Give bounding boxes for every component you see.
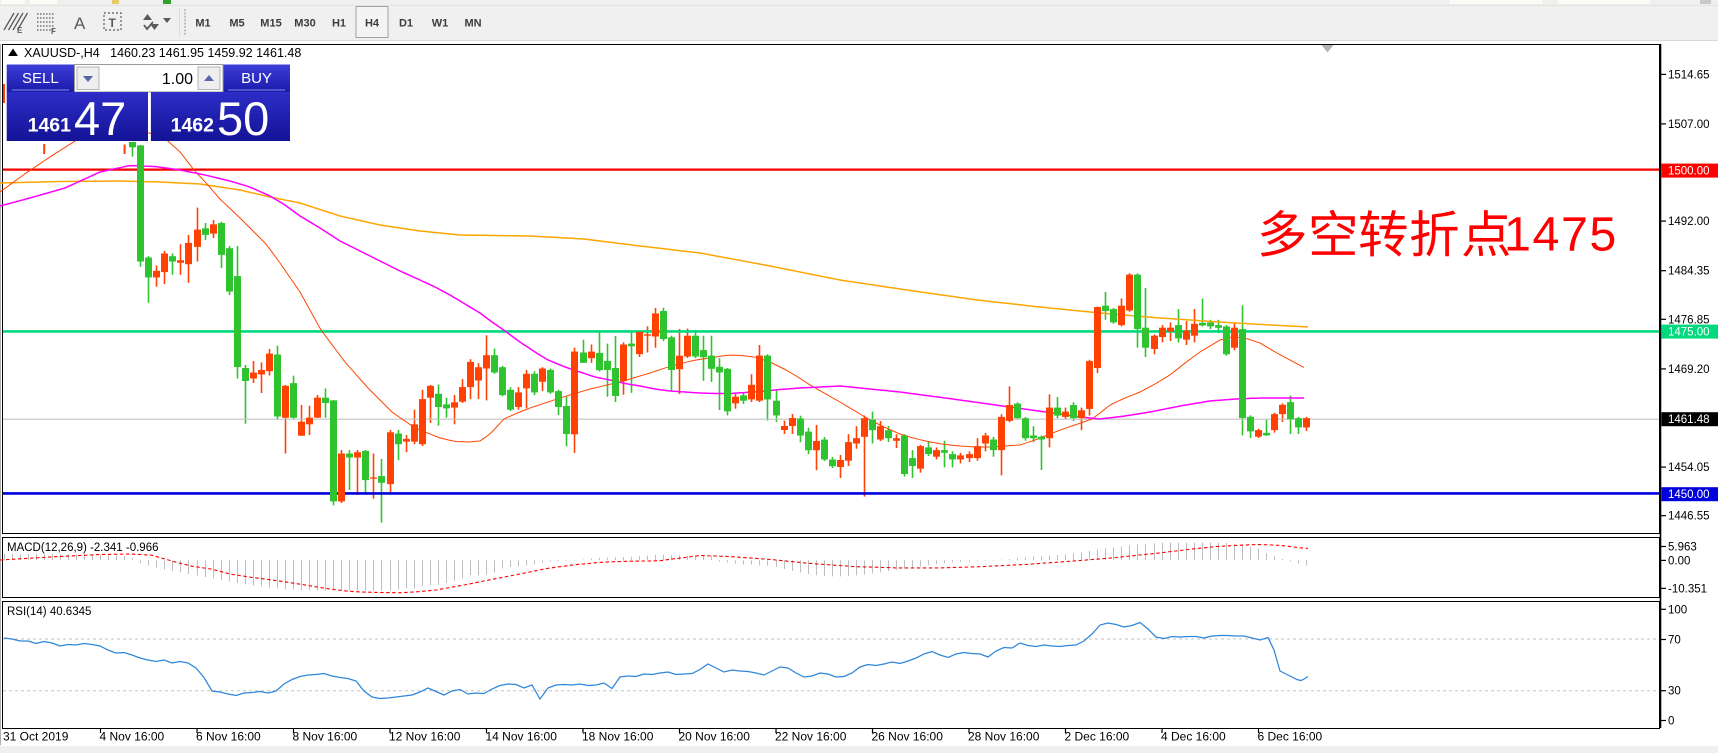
svg-text:1514.65: 1514.65 [1668, 69, 1710, 81]
svg-text:2 Dec 16:00: 2 Dec 16:00 [1065, 730, 1130, 744]
svg-text:RSI(14) 40.6345: RSI(14) 40.6345 [7, 606, 91, 618]
svg-text:14 Nov 16:00: 14 Nov 16:00 [486, 730, 558, 744]
svg-text:0: 0 [1668, 716, 1674, 728]
svg-text:1500.00: 1500.00 [1668, 166, 1710, 178]
svg-text:47: 47 [74, 92, 126, 145]
svg-text:4 Nov 16:00: 4 Nov 16:00 [100, 730, 165, 744]
svg-text:M1: M1 [195, 18, 210, 30]
svg-text:M15: M15 [260, 18, 281, 30]
svg-text:T: T [109, 16, 117, 30]
svg-text:1446.55: 1446.55 [1668, 511, 1710, 523]
svg-text:22 Nov 16:00: 22 Nov 16:00 [775, 730, 847, 744]
svg-text:1461: 1461 [28, 115, 72, 137]
svg-text:MACD(12,26,9) -2.341 -0.966: MACD(12,26,9) -2.341 -0.966 [7, 542, 159, 554]
svg-text:30: 30 [1668, 686, 1681, 698]
svg-text:100: 100 [1668, 604, 1687, 616]
svg-text:E: E [17, 26, 23, 35]
svg-text:5.963: 5.963 [1668, 542, 1697, 554]
svg-text:1475: 1475 [1504, 208, 1618, 262]
svg-text:1450.00: 1450.00 [1668, 489, 1710, 501]
svg-text:D1: D1 [399, 18, 413, 30]
svg-text:BUY: BUY [241, 70, 272, 87]
svg-text:0.00: 0.00 [1668, 555, 1690, 567]
svg-text:A: A [74, 14, 86, 33]
svg-text:H1: H1 [332, 18, 346, 30]
svg-text:28 Nov 16:00: 28 Nov 16:00 [968, 730, 1040, 744]
svg-text:F: F [51, 27, 56, 36]
svg-text:8 Nov 16:00: 8 Nov 16:00 [293, 730, 358, 744]
svg-text:31 Oct 2019: 31 Oct 2019 [3, 730, 69, 744]
svg-text:MN: MN [464, 18, 481, 30]
svg-text:M5: M5 [229, 18, 244, 30]
svg-text:H4: H4 [365, 18, 380, 30]
svg-text:6 Dec 16:00: 6 Dec 16:00 [1258, 730, 1323, 744]
svg-text:1.00: 1.00 [162, 71, 193, 88]
svg-text:20 Nov 16:00: 20 Nov 16:00 [679, 730, 751, 744]
svg-text:1461.48: 1461.48 [1668, 414, 1710, 426]
svg-text:4 Dec 16:00: 4 Dec 16:00 [1161, 730, 1226, 744]
svg-text:50: 50 [217, 92, 269, 145]
svg-text:26 Nov 16:00: 26 Nov 16:00 [872, 730, 944, 744]
svg-text:XAUUSD-,H4 1460.23 1461.95 1: XAUUSD-,H4 1460.23 1461.95 1459.92 1461.… [24, 46, 301, 60]
svg-text:1454.05: 1454.05 [1668, 462, 1710, 474]
svg-text:1462: 1462 [171, 115, 215, 137]
svg-text:M30: M30 [294, 18, 315, 30]
svg-text:-10.351: -10.351 [1668, 583, 1707, 595]
svg-text:SELL: SELL [22, 70, 59, 87]
svg-text:1476.85: 1476.85 [1668, 314, 1710, 326]
svg-text:1475.00: 1475.00 [1668, 327, 1710, 339]
svg-text:6 Nov 16:00: 6 Nov 16:00 [196, 730, 261, 744]
svg-text:1484.35: 1484.35 [1668, 266, 1710, 278]
svg-text:1492.00: 1492.00 [1668, 216, 1710, 228]
svg-text:W1: W1 [432, 18, 449, 30]
svg-text:1507.00: 1507.00 [1668, 119, 1710, 131]
svg-text:18 Nov 16:00: 18 Nov 16:00 [582, 730, 654, 744]
svg-text:70: 70 [1668, 635, 1681, 647]
svg-text:12 Nov 16:00: 12 Nov 16:00 [389, 730, 461, 744]
svg-text:1469.20: 1469.20 [1668, 364, 1710, 376]
